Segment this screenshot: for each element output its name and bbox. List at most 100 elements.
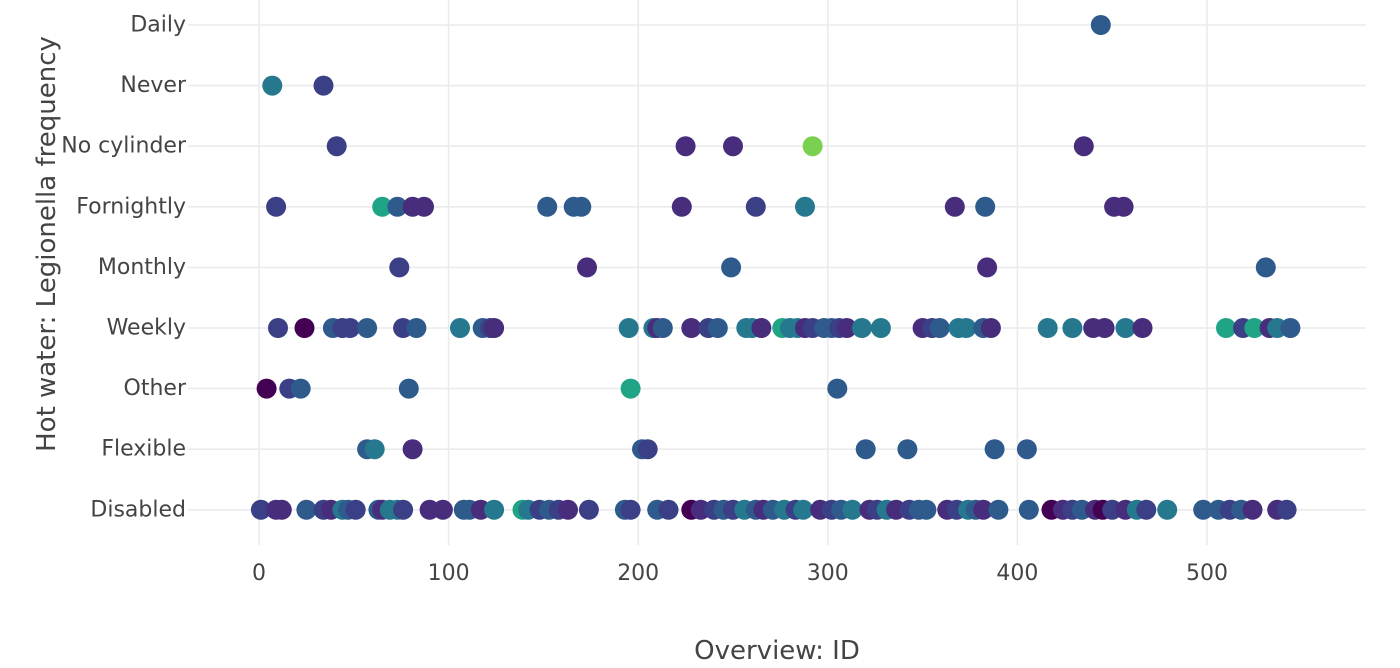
data-point: [387, 196, 408, 217]
data-point: [751, 318, 772, 338]
y-tick-label: Never: [120, 73, 187, 98]
data-point: [558, 499, 578, 520]
data-point: [973, 499, 994, 520]
data-point: [681, 318, 702, 338]
x-tick-label: 100: [428, 561, 470, 586]
data-point: [802, 136, 823, 157]
data-point: [578, 499, 599, 520]
data-point: [484, 499, 505, 520]
data-point: [956, 318, 977, 338]
data-point: [1136, 499, 1157, 520]
data-point: [842, 499, 863, 520]
data-point: [326, 136, 347, 157]
data-point: [620, 378, 641, 399]
data-point: [652, 318, 673, 338]
data-point: [1090, 15, 1111, 35]
data-point: [675, 136, 696, 157]
data-point: [577, 257, 597, 278]
data-point: [745, 196, 766, 217]
data-point: [357, 318, 378, 338]
data-point: [851, 318, 872, 338]
data-point: [944, 196, 965, 217]
data-point: [484, 318, 505, 338]
y-tick-label: Monthly: [98, 255, 186, 280]
data-point: [1255, 257, 1276, 278]
data-point: [294, 318, 315, 338]
data-point: [266, 196, 287, 217]
data-point: [637, 439, 658, 460]
data-point: [855, 439, 876, 460]
data-point: [1037, 318, 1058, 338]
data-point: [795, 196, 815, 217]
data-point: [296, 499, 317, 520]
data-point: [1113, 196, 1134, 217]
data-point: [707, 318, 728, 338]
data-point: [268, 318, 288, 338]
data-point: [658, 499, 679, 520]
data-point: [929, 318, 950, 338]
data-point: [402, 439, 423, 460]
y-tick-label: Other: [124, 376, 187, 401]
x-tick-label: 300: [807, 561, 849, 586]
data-point: [398, 378, 419, 399]
x-tick-label: 400: [996, 561, 1038, 586]
data-point: [977, 257, 998, 278]
data-point: [723, 136, 743, 157]
data-point: [432, 499, 453, 520]
y-gridlines: [188, 24, 1366, 511]
data-point: [571, 196, 592, 217]
data-point: [793, 499, 814, 520]
data-point: [389, 257, 410, 278]
data-point: [1018, 499, 1039, 520]
x-tick-label: 500: [1186, 561, 1228, 586]
y-tick-label: Flexible: [101, 437, 186, 462]
y-tick-label: No cylinder: [61, 134, 187, 159]
x-gridlines: [258, 0, 1208, 545]
data-point: [313, 75, 334, 96]
data-point: [450, 318, 470, 338]
data-point: [1132, 318, 1153, 338]
y-tick-label: Daily: [130, 13, 186, 38]
y-tick-label: Weekly: [107, 316, 186, 341]
data-point: [1016, 439, 1037, 460]
data-point: [406, 318, 427, 338]
data-point: [980, 318, 1001, 338]
data-point: [1280, 318, 1301, 338]
data-point: [537, 196, 558, 217]
data-point: [256, 378, 277, 399]
data-point: [1193, 499, 1214, 520]
data-point: [393, 499, 414, 520]
data-point: [975, 196, 996, 217]
x-tick-label: 0: [252, 561, 266, 586]
y-tick-labels: Daily Never No cylinder Fornightly Monthly We…: [61, 13, 187, 523]
data-point: [364, 439, 385, 460]
data-point: [1062, 318, 1083, 338]
data-point: [1073, 136, 1094, 157]
data-point: [870, 318, 891, 338]
data-point: [1115, 318, 1136, 338]
data-point: [1276, 499, 1297, 520]
data-point: [1242, 499, 1263, 520]
data-point: [271, 499, 292, 520]
data-point: [836, 318, 857, 338]
data-point: [916, 499, 937, 520]
x-axis-title: Overview: ID: [694, 636, 860, 666]
data-points: [250, 15, 1301, 520]
data-point: [897, 439, 918, 460]
data-point: [345, 499, 366, 520]
data-point: [262, 75, 283, 96]
data-point: [340, 318, 360, 338]
data-point: [1216, 318, 1236, 338]
data-point: [250, 499, 271, 520]
y-tick-label: Fornightly: [76, 194, 186, 219]
data-point: [290, 378, 311, 399]
data-point: [984, 439, 1005, 460]
data-point: [827, 378, 848, 399]
data-point: [1157, 499, 1178, 520]
y-axis-title: Hot water: Legionella frequency: [32, 36, 62, 452]
data-point: [1244, 318, 1265, 338]
data-point: [618, 318, 639, 338]
data-point: [671, 196, 692, 217]
data-point: [372, 196, 393, 217]
